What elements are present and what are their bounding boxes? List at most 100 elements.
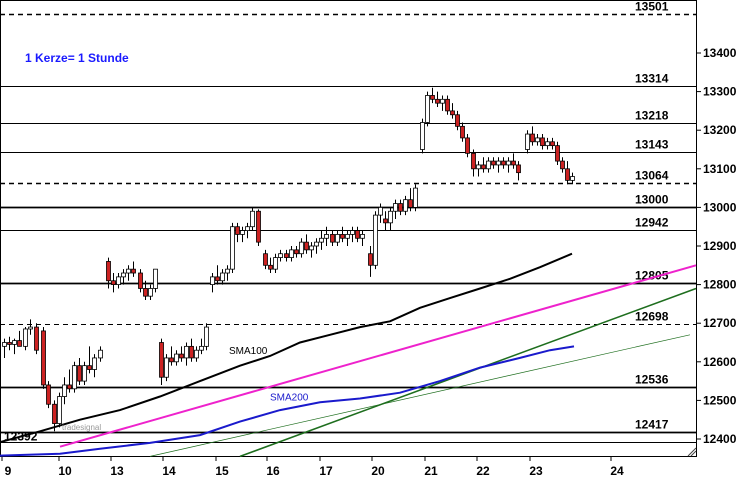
- candle-body: [189, 345, 194, 359]
- level-label: 13000: [635, 193, 669, 207]
- x-tick-label: 15: [215, 464, 229, 478]
- candle-body: [106, 261, 111, 282]
- candle-body: [210, 276, 215, 286]
- candle-body: [57, 396, 62, 424]
- candle-body: [471, 152, 476, 170]
- candle-body: [491, 160, 496, 166]
- candle-body: [230, 226, 235, 270]
- candle-body: [92, 357, 97, 370]
- trendline-magenta: [59, 264, 697, 448]
- level-label: 12805: [635, 269, 669, 283]
- candle-body: [445, 98, 450, 112]
- x-tick-label: 24: [610, 464, 624, 478]
- candle-body: [373, 214, 378, 266]
- candle-body: [309, 245, 314, 251]
- candle-body: [220, 272, 225, 282]
- candle-body: [126, 268, 131, 274]
- x-tick-label: 22: [476, 464, 490, 478]
- candle-body: [555, 145, 560, 162]
- candle-body: [511, 160, 516, 166]
- candle-body: [159, 342, 164, 378]
- candle-body: [413, 187, 418, 208]
- candle-body: [46, 384, 51, 405]
- candle-body: [525, 133, 530, 150]
- watermark: tradesignal: [62, 423, 101, 432]
- candle-body: [425, 95, 430, 123]
- candle-body: [368, 253, 373, 266]
- candle-body: [273, 257, 278, 270]
- candle-body: [250, 210, 255, 228]
- candle-body: [465, 137, 470, 154]
- candle-body: [111, 280, 116, 285]
- candle-body: [28, 326, 33, 330]
- candle-body: [550, 141, 555, 147]
- candle-body: [350, 230, 355, 235]
- candle-body: [460, 125, 465, 139]
- x-tick-label: 20: [371, 464, 385, 478]
- candle-body: [240, 230, 245, 235]
- candle-body: [268, 264, 273, 270]
- sma200-line: [0, 345, 575, 457]
- candle-body: [179, 353, 184, 359]
- candle-body: [87, 365, 92, 370]
- candle-body: [319, 237, 324, 243]
- candles: [2, 87, 575, 432]
- candle-body: [153, 268, 158, 289]
- candle-body: [131, 268, 136, 274]
- y-tick-label: 13100: [703, 162, 737, 176]
- candle-body: [481, 164, 486, 170]
- candle-body: [540, 137, 545, 147]
- candle-body: [360, 234, 365, 239]
- y-tick-label: 12400: [703, 432, 737, 446]
- candle-body: [335, 234, 340, 243]
- candle-body: [67, 384, 72, 390]
- candle-body: [34, 326, 39, 351]
- candle-body: [435, 98, 440, 104]
- candle-body: [235, 226, 240, 235]
- y-tick-label: 12800: [703, 278, 737, 292]
- level-label: 13143: [635, 138, 669, 152]
- x-tick-label: 13: [110, 464, 124, 478]
- candle-body: [2, 342, 7, 347]
- x-tick-label: 21: [424, 464, 438, 478]
- candle-body: [501, 160, 506, 166]
- candle-body: [52, 403, 57, 424]
- candle-body: [496, 160, 501, 166]
- candle-body: [486, 160, 491, 170]
- x-tick-label: 10: [58, 464, 72, 478]
- candle-body: [82, 365, 87, 382]
- y-tick-label: 12700: [703, 316, 737, 330]
- candle-body: [23, 328, 28, 347]
- y-tick-label: 12600: [703, 355, 737, 369]
- candle-body: [530, 133, 535, 143]
- candle-body: [420, 122, 425, 150]
- sma200-label: SMA200: [270, 392, 309, 403]
- candle-body: [345, 234, 350, 239]
- candle-body: [355, 230, 360, 239]
- y-tick-label: 13200: [703, 123, 737, 137]
- resize-grip[interactable]: [687, 447, 697, 457]
- candle-body: [174, 353, 179, 363]
- x-tick-label: 23: [529, 464, 543, 478]
- candle-body: [450, 110, 455, 116]
- candle-body: [535, 137, 540, 143]
- candle-body: [17, 340, 22, 347]
- x-tick-label: 16: [266, 464, 280, 478]
- level-label: 12417: [635, 418, 669, 432]
- candle-body: [184, 345, 189, 359]
- candle-body: [403, 199, 408, 212]
- level-label: 12698: [635, 310, 669, 324]
- candle-body: [314, 241, 319, 247]
- candle-body: [430, 95, 435, 100]
- candle-body: [62, 384, 67, 397]
- candle-body: [121, 272, 126, 278]
- y-tick-label: 13300: [703, 85, 737, 99]
- candle-body: [516, 164, 521, 174]
- x-tick-label: 14: [162, 464, 176, 478]
- x-tick-label: 9: [5, 464, 12, 478]
- y-tick-label: 13000: [703, 200, 737, 214]
- candle-body: [378, 206, 383, 216]
- candle-body: [41, 330, 46, 386]
- candle-body: [340, 234, 345, 239]
